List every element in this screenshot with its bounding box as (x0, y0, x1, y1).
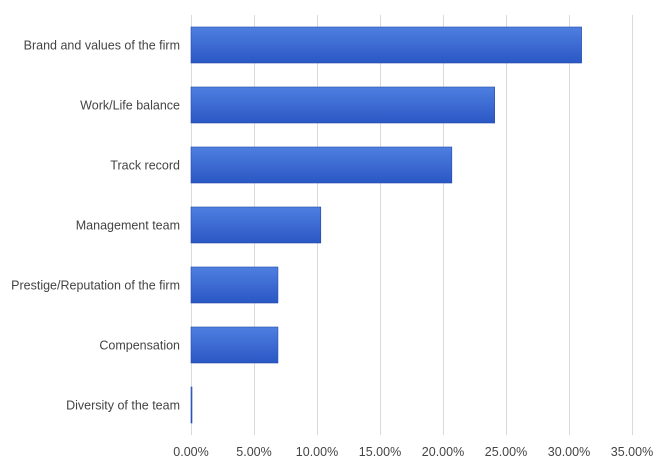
bar (190, 146, 453, 184)
category-label: Work/Life balance (80, 99, 180, 113)
category-label: Track record (110, 159, 180, 173)
bar (190, 386, 193, 424)
bar (190, 26, 582, 64)
x-tick-label: 15.00% (359, 445, 401, 459)
category-label: Management team (76, 219, 180, 233)
x-tick-label: 5.00% (236, 445, 271, 459)
x-tick-label: 25.00% (485, 445, 527, 459)
bar (190, 86, 495, 124)
x-tick-labels: 0.00% 5.00% 10.00% 15.00% 20.00% 25.00% 30.00%… (173, 445, 653, 459)
bar (190, 326, 279, 364)
category-label: Prestige/Reputation of the firm (11, 279, 180, 293)
bar (190, 266, 279, 304)
category-label: Brand and values of the firm (24, 39, 180, 53)
category-labels: Brand and values of the firm Work/Life ba… (11, 39, 180, 413)
category-label: Diversity of the team (66, 399, 180, 413)
category-label: Compensation (99, 339, 180, 353)
x-tick-label: 20.00% (422, 445, 464, 459)
bars (190, 26, 582, 424)
x-tick-label: 35.00% (611, 445, 653, 459)
x-tick-label: 10.00% (296, 445, 338, 459)
x-tick-label: 30.00% (548, 445, 590, 459)
x-tick-label: 0.00% (173, 445, 208, 459)
bar (190, 206, 322, 244)
